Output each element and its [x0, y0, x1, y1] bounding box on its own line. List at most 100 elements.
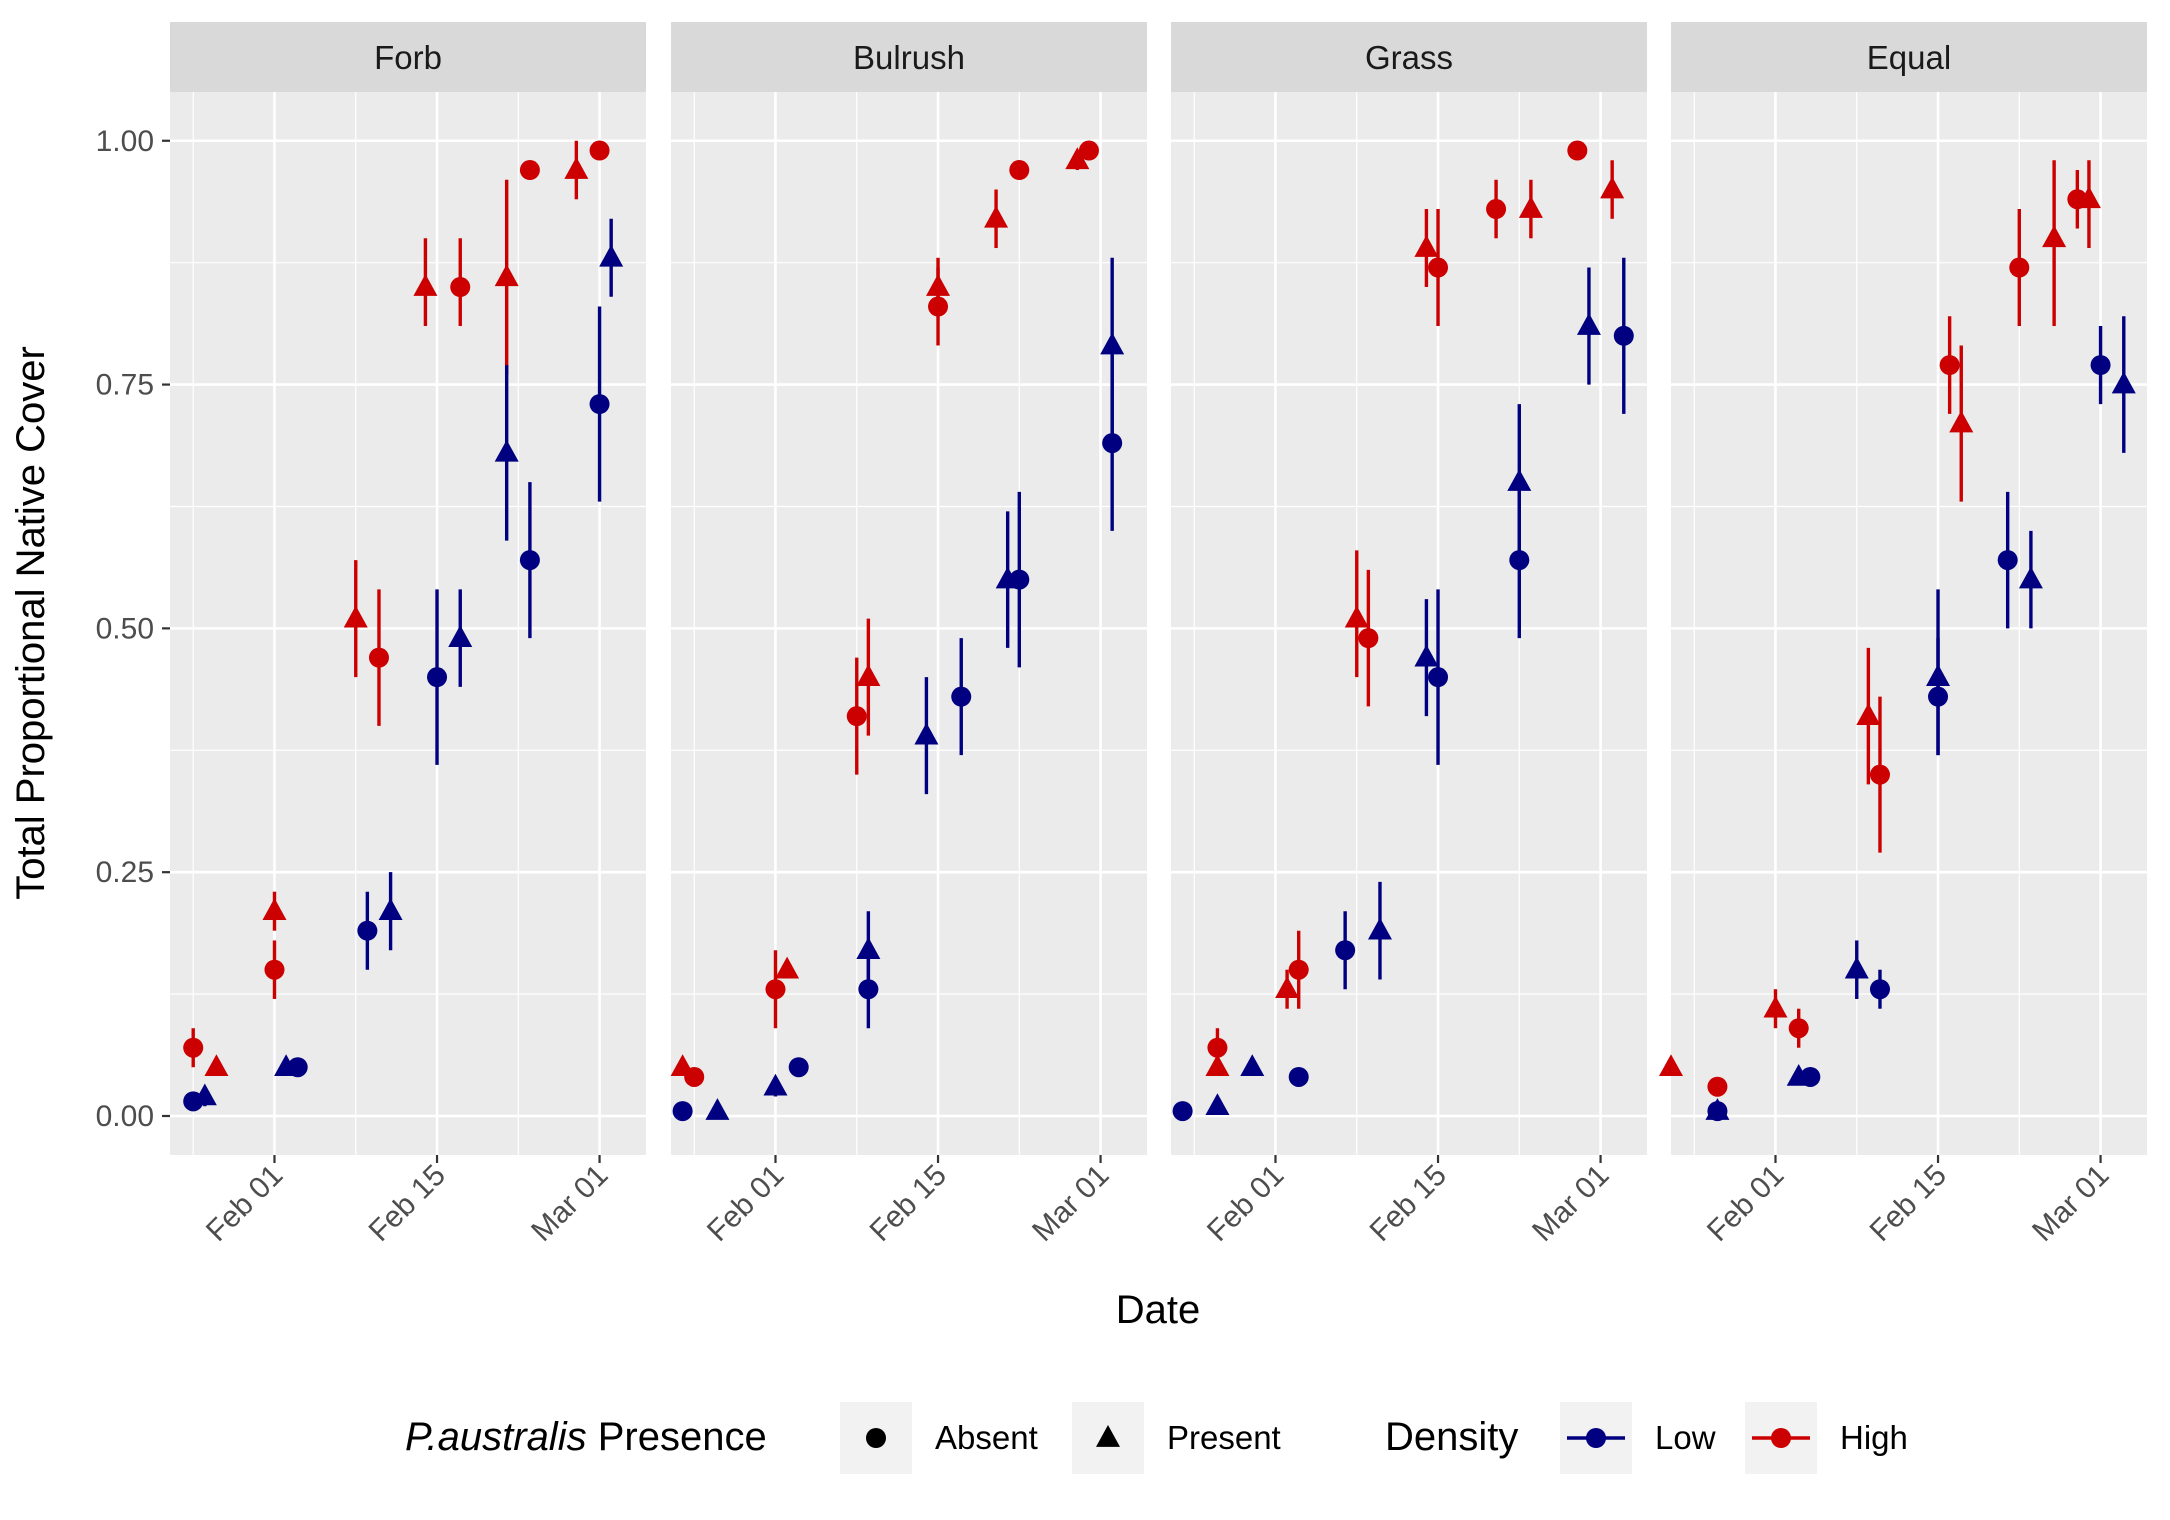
data-point-high-absent: [1207, 1028, 1228, 1068]
point-triangle: [1367, 917, 1392, 940]
data-point-low-present: [1367, 881, 1392, 980]
data-point-low-absent: [1613, 257, 1634, 414]
point-circle: [1567, 140, 1588, 161]
point-circle: [1800, 1066, 1821, 1087]
point-circle: [1939, 355, 1960, 376]
data-point-high-present: [1344, 550, 1369, 678]
point-triangle: [448, 625, 473, 647]
point-circle: [368, 647, 389, 668]
point-circle: [1288, 959, 1309, 980]
point-triangle: [262, 898, 287, 921]
point-triangle: [856, 664, 881, 686]
point-triangle: [1600, 176, 1625, 199]
point-triangle: [1763, 995, 1788, 1018]
point-circle: [1009, 160, 1030, 181]
data-point-low-present: [448, 589, 473, 687]
point-circle: [519, 550, 540, 571]
facet-strip: [1171, 22, 1647, 92]
data-point-low-present: [705, 1098, 730, 1120]
data-point-high-present: [2042, 160, 2067, 327]
data-point-low-absent: [951, 638, 972, 756]
data-point-low-present: [763, 1073, 788, 1097]
point-triangle: [1275, 976, 1300, 999]
data-point-high-absent: [1567, 140, 1588, 161]
legend-label: Low: [1655, 1419, 1716, 1456]
x-tick-label: Feb 15: [864, 1159, 953, 1248]
point-circle: [1207, 1037, 1228, 1058]
data-point-low-absent: [1997, 491, 2018, 629]
facet-grass: Grass Feb 01 Feb 15 Mar 01: [1171, 22, 1647, 1248]
data-point-low-present: [1705, 1098, 1730, 1120]
data-point-low-absent: [1869, 969, 1890, 1009]
data-point-high-present: [413, 238, 438, 327]
data-point-low-absent: [1800, 1066, 1821, 1087]
data-point-low-absent: [519, 482, 540, 639]
point-triangle: [1856, 703, 1881, 725]
data-point-high-absent: [1009, 160, 1030, 181]
y-tick-label: 1.00: [96, 125, 154, 158]
point-circle: [858, 979, 879, 1000]
point-circle: [264, 959, 285, 980]
point-triangle: [1205, 1093, 1230, 1116]
legend-point-symbol: [1771, 1428, 1791, 1448]
data-point-high-absent: [684, 1066, 705, 1087]
data-point-low-present: [1100, 257, 1125, 434]
data-point-high-absent: [1428, 209, 1449, 327]
x-tick-label: Mar 01: [1026, 1159, 1115, 1248]
panel-background: [671, 92, 1147, 1155]
point-circle: [1997, 550, 2018, 571]
data-point-low-present: [2111, 316, 2136, 453]
data-point-high-absent: [1078, 140, 1099, 161]
point-circle: [1102, 433, 1123, 454]
data-point-low-absent: [788, 1057, 809, 1078]
data-point-low-absent: [427, 589, 448, 765]
data-point-low-present: [1576, 267, 1601, 385]
data-point-high-present: [204, 1054, 229, 1077]
data-point-low-absent: [858, 950, 879, 1029]
x-tick-label: Feb 01: [200, 1159, 289, 1248]
legend: P.australis Presence Absent Present Density…: [405, 1402, 1908, 1474]
point-circle: [287, 1057, 308, 1078]
point-circle: [1707, 1076, 1728, 1097]
data-point-high-present: [856, 618, 881, 736]
data-point-high-absent: [589, 140, 610, 161]
data-point-high-present: [775, 956, 800, 979]
facet-panels: Forb Feb 01 Feb 15 Mar 01 Bulrush Feb 01 Feb 1…: [170, 22, 2147, 1248]
data-point-low-absent: [357, 891, 378, 970]
data-point-low-present: [494, 365, 519, 541]
facet-strip: [1671, 22, 2147, 92]
data-point-low-present: [599, 218, 624, 297]
legend-triangle-symbol: [1096, 1424, 1120, 1447]
x-tick-label: Feb 15: [1864, 1159, 1953, 1248]
y-tick-label: 0.50: [96, 612, 154, 645]
point-circle: [1428, 667, 1449, 688]
legend-shape-title-rest: Presence: [587, 1415, 767, 1459]
legend-shape-title-italic: P.australis: [405, 1415, 587, 1459]
data-point-high-present: [1275, 969, 1300, 1009]
data-point-high-present: [343, 560, 368, 678]
point-circle: [589, 394, 610, 415]
data-point-high-absent: [183, 1028, 204, 1068]
point-circle: [183, 1037, 204, 1058]
point-circle: [951, 686, 972, 707]
data-point-low-absent: [589, 306, 610, 502]
point-triangle: [1344, 605, 1369, 628]
legend-label: Absent: [935, 1419, 1038, 1456]
data-point-high-absent: [928, 267, 949, 346]
point-triangle: [1240, 1054, 1265, 1077]
data-point-high-present: [1518, 179, 1543, 239]
y-axis: 0.00 0.25 0.50 0.75 1.00: [96, 125, 170, 1133]
data-point-low-present: [378, 872, 403, 951]
point-triangle: [1659, 1054, 1683, 1077]
data-point-high-absent: [1358, 569, 1379, 707]
data-point-low-absent: [1172, 1101, 1193, 1122]
panel-background: [1171, 92, 1647, 1155]
data-point-low-absent: [2090, 326, 2111, 405]
y-tick-label: 0.25: [96, 856, 154, 889]
data-point-low-absent: [1428, 589, 1449, 765]
point-circle: [519, 160, 540, 181]
point-circle: [1509, 550, 1530, 571]
data-point-high-absent: [1486, 179, 1507, 239]
data-point-low-absent: [1288, 1066, 1309, 1087]
data-point-high-present: [984, 189, 1009, 249]
